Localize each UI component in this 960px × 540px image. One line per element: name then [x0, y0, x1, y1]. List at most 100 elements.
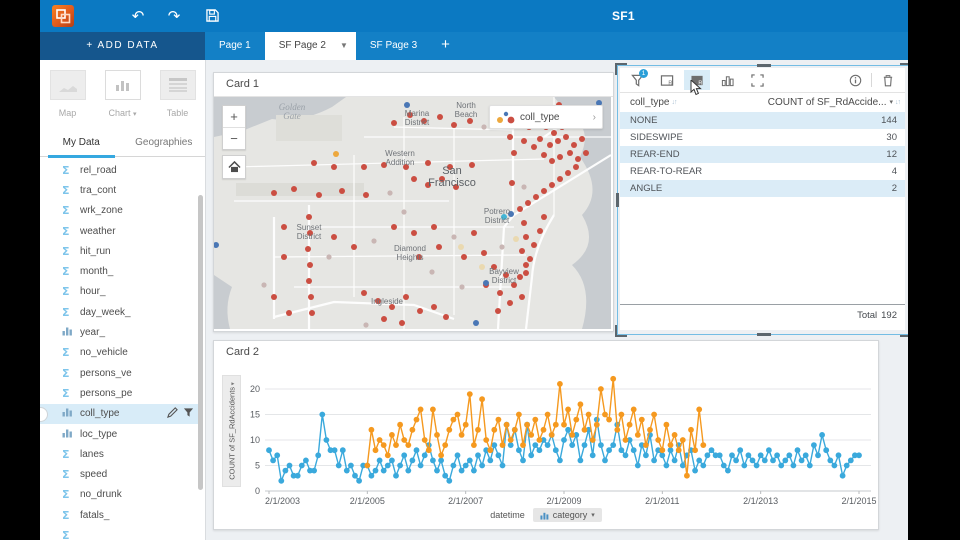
undo-icon[interactable]: ↶: [131, 7, 145, 25]
save-icon[interactable]: [200, 4, 224, 28]
data-point-category-blue[interactable]: [446, 477, 453, 484]
map-point[interactable]: [411, 230, 417, 236]
map-point[interactable]: [533, 194, 539, 200]
data-point-category-orange[interactable]: [425, 447, 432, 454]
data-point-category-blue[interactable]: [356, 477, 362, 484]
map-point[interactable]: [411, 176, 417, 182]
field-item-year_[interactable]: year_: [40, 322, 200, 342]
map-point[interactable]: [389, 304, 395, 310]
data-point-category-orange[interactable]: [438, 452, 444, 459]
map-point[interactable]: [481, 250, 487, 256]
data-point-category-blue[interactable]: [327, 447, 334, 454]
data-point-category-blue[interactable]: [450, 462, 457, 469]
data-point-category-blue[interactable]: [700, 462, 707, 469]
data-point-category-blue[interactable]: [311, 467, 317, 474]
data-point-category-orange[interactable]: [384, 452, 391, 459]
data-point-category-blue[interactable]: [372, 467, 379, 474]
zoom-out-button[interactable]: −: [223, 127, 245, 149]
data-point-category-blue[interactable]: [667, 447, 674, 454]
data-point-category-orange[interactable]: [577, 401, 584, 408]
data-point-category-blue[interactable]: [811, 442, 817, 448]
map-point[interactable]: [467, 118, 473, 124]
data-point-category-blue[interactable]: [708, 447, 715, 454]
map-point[interactable]: [541, 214, 547, 220]
map-point[interactable]: [459, 284, 465, 290]
table-row[interactable]: ANGLE 2: [620, 180, 905, 197]
map-point[interactable]: [557, 176, 563, 182]
data-point-category-orange[interactable]: [458, 432, 465, 438]
data-point-category-blue[interactable]: [286, 462, 293, 469]
field-item-partial[interactable]: Σ: [40, 525, 200, 540]
map-point[interactable]: [339, 188, 345, 194]
data-point-category-blue[interactable]: [659, 452, 666, 459]
map-point[interactable]: [306, 278, 312, 284]
table-row[interactable]: REAR-TO-REAR 4: [630, 166, 897, 177]
data-point-category-blue[interactable]: [606, 447, 612, 454]
data-point-category-orange[interactable]: [430, 406, 436, 413]
map-point[interactable]: [575, 156, 581, 162]
add-data-button[interactable]: + ADD DATA: [40, 32, 205, 60]
data-point-category-blue[interactable]: [458, 467, 465, 474]
data-point-category-blue[interactable]: [348, 462, 354, 469]
sidebar-scrollbar[interactable]: [198, 195, 203, 490]
map-point[interactable]: [517, 206, 523, 212]
map-point[interactable]: [403, 164, 409, 170]
data-point-category-orange[interactable]: [544, 411, 551, 418]
map-point[interactable]: [523, 234, 529, 240]
map-point[interactable]: [391, 120, 397, 126]
data-point-category-orange[interactable]: [479, 396, 485, 403]
map-point[interactable]: [309, 310, 315, 316]
column-header-count[interactable]: COUNT of SF_RdAccide...: [767, 96, 887, 108]
map-point[interactable]: [507, 300, 513, 306]
map-point[interactable]: [557, 154, 563, 160]
data-point-category-blue[interactable]: [360, 462, 367, 469]
data-point-category-orange[interactable]: [684, 472, 690, 479]
data-point-category-orange[interactable]: [475, 426, 481, 433]
map-point[interactable]: [579, 136, 585, 142]
data-point-category-blue[interactable]: [552, 447, 559, 454]
category-selector-button[interactable]: category ▾: [532, 508, 602, 522]
data-point-category-orange[interactable]: [663, 421, 670, 428]
sort-icon[interactable]: ↓↑: [671, 98, 677, 106]
data-point-category-blue[interactable]: [806, 462, 813, 469]
map-point[interactable]: [563, 134, 569, 140]
map-point[interactable]: [461, 254, 467, 260]
map-point[interactable]: [521, 138, 527, 144]
data-point-category-blue[interactable]: [774, 452, 780, 459]
map-point[interactable]: [381, 162, 387, 168]
data-point-category-blue[interactable]: [380, 467, 387, 474]
data-point-category-orange[interactable]: [507, 437, 514, 443]
map-point[interactable]: [531, 242, 537, 248]
data-point-category-blue[interactable]: [442, 472, 449, 479]
data-point-category-blue[interactable]: [745, 452, 752, 459]
data-point-category-orange[interactable]: [380, 442, 387, 448]
data-point-category-orange[interactable]: [618, 411, 625, 418]
line-chart[interactable]: 0 5 10 15 20 2/1/2003 2/1/2005 2/1/2007 2/1/2009…: [214, 365, 878, 525]
data-point-category-blue[interactable]: [282, 467, 289, 474]
resize-handle-top[interactable]: [756, 64, 771, 67]
data-point-category-blue[interactable]: [343, 467, 350, 474]
tab-caret-icon[interactable]: ▼: [339, 41, 348, 50]
default-extent-button[interactable]: [222, 155, 246, 179]
map-point[interactable]: [436, 244, 442, 250]
data-point-category-blue[interactable]: [405, 467, 412, 474]
data-point-category-blue[interactable]: [761, 457, 768, 464]
map-point[interactable]: [431, 304, 437, 310]
data-point-category-orange[interactable]: [516, 411, 522, 418]
map-point[interactable]: [403, 294, 409, 300]
map-point[interactable]: [453, 184, 459, 190]
map-point[interactable]: [483, 280, 489, 286]
map-point[interactable]: [399, 320, 405, 326]
data-point-category-blue[interactable]: [466, 457, 473, 464]
data-point-category-orange[interactable]: [376, 437, 383, 443]
data-point-category-blue[interactable]: [561, 437, 567, 443]
data-point-category-blue[interactable]: [720, 462, 727, 469]
data-point-category-blue[interactable]: [815, 452, 821, 459]
map-point[interactable]: [387, 190, 393, 196]
map-point[interactable]: [311, 160, 317, 166]
column-header-coll-type[interactable]: coll_type: [630, 96, 670, 108]
